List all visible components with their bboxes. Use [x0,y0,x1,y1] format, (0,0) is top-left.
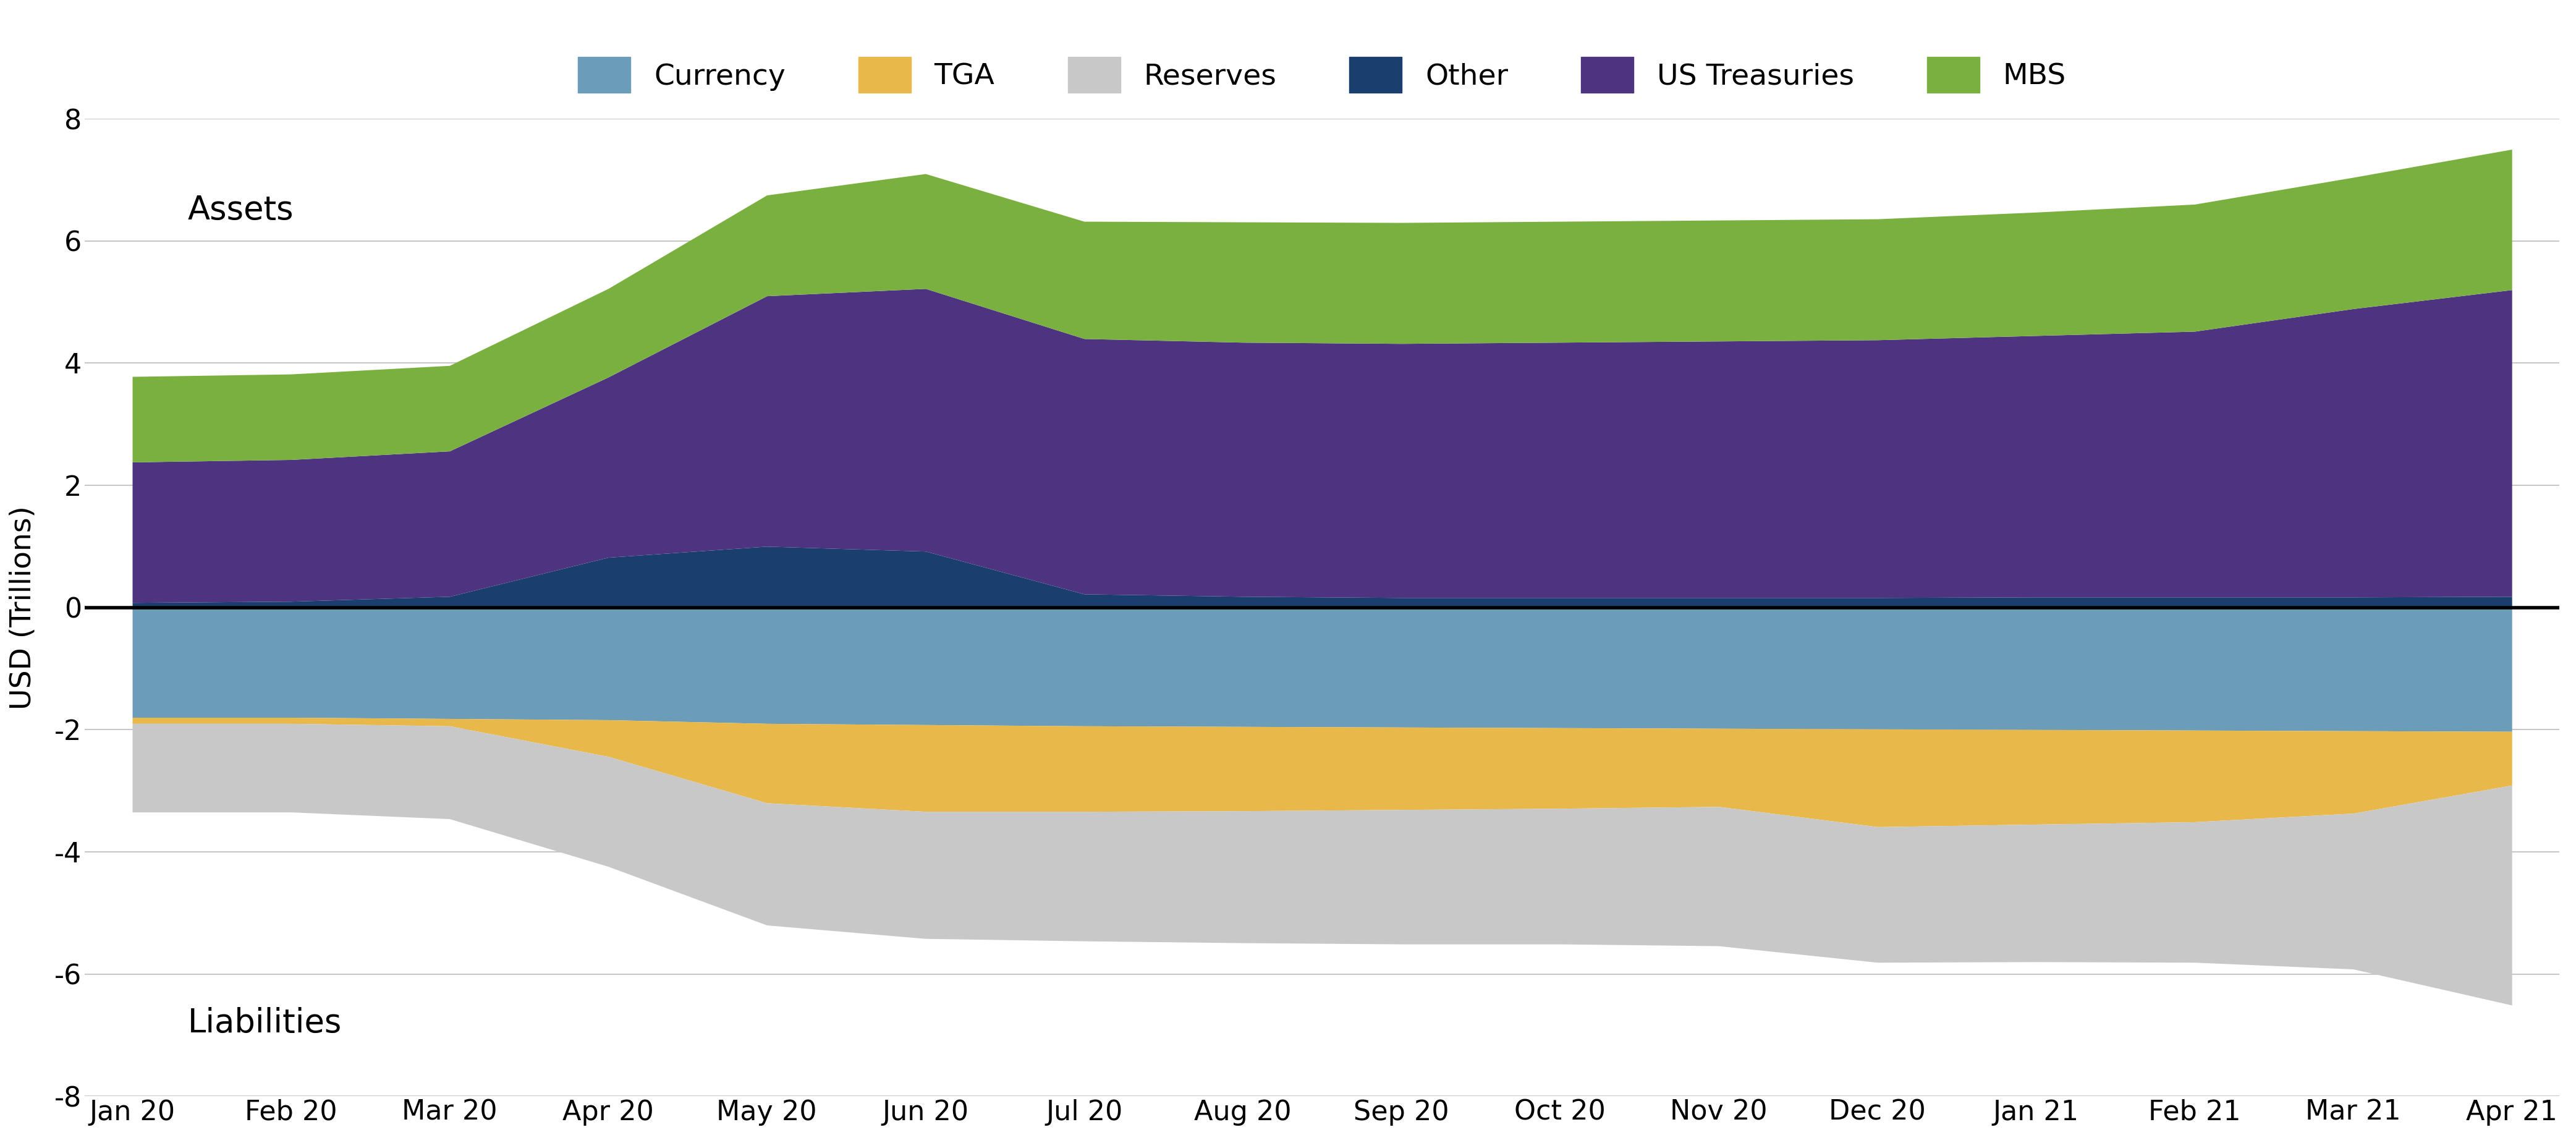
Y-axis label: USD (Trillions): USD (Trillions) [10,505,36,709]
Legend: Currency, TGA, Reserves, Other, US Treasuries, MBS: Currency, TGA, Reserves, Other, US Treas… [567,45,2079,104]
Text: Assets: Assets [188,194,294,227]
Text: Liabilities: Liabilities [188,1007,343,1039]
